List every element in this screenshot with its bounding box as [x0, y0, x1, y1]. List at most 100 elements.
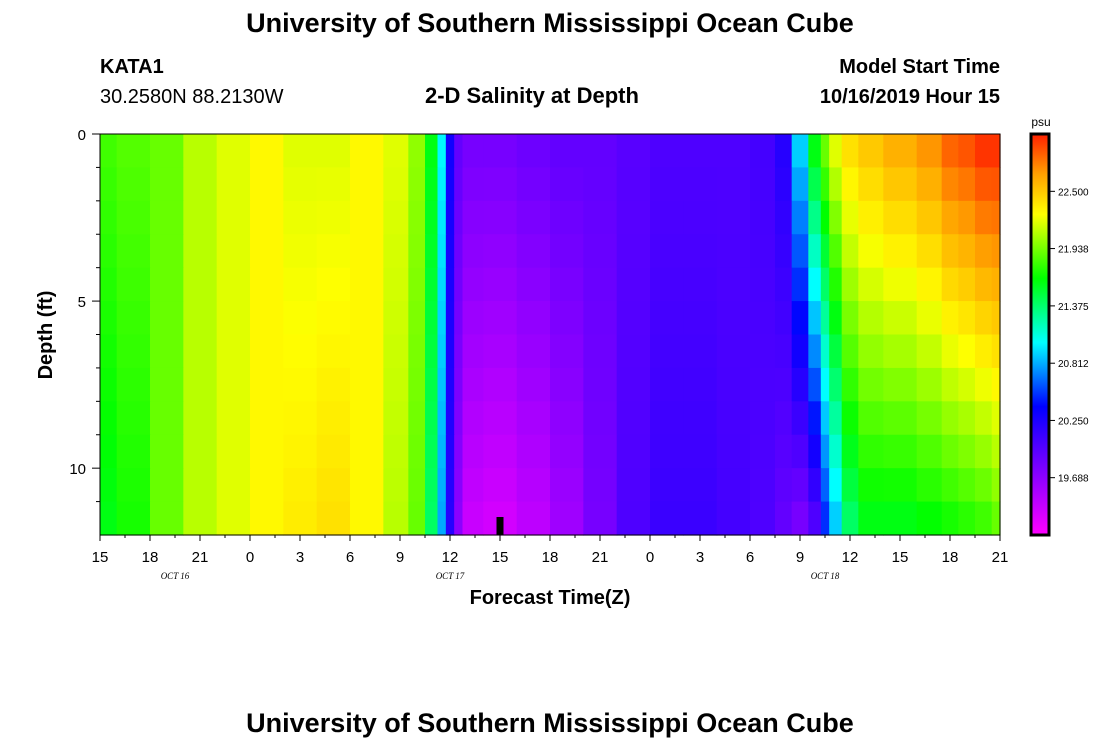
colorbar-ticks: 22.500 21.938 21.375 20.812 20.250 19.688 — [1049, 187, 1089, 485]
heatmap-cell — [216, 234, 251, 269]
heatmap-cell — [829, 167, 843, 202]
heatmap-cell — [820, 134, 830, 169]
heatmap-cell — [116, 501, 151, 536]
heatmap-cell — [883, 401, 918, 436]
heatmap-cell — [454, 401, 464, 436]
heatmap-cell — [445, 301, 455, 336]
heatmap-cell — [454, 334, 464, 369]
heatmap-cell — [350, 334, 384, 369]
heatmap-cell — [462, 167, 484, 202]
heatmap-cell — [683, 267, 718, 302]
heatmap-cell — [454, 134, 464, 169]
heatmap-cell — [183, 134, 218, 169]
heatmap-cell — [383, 267, 409, 302]
heatmap-cell — [841, 367, 859, 402]
heatmap-cell — [683, 334, 718, 369]
heatmap-cell — [583, 267, 618, 302]
heatmap-cell — [483, 468, 518, 503]
heatmap-cell — [808, 367, 822, 402]
heatmap-cell — [283, 434, 318, 469]
heatmap-cell — [454, 367, 464, 402]
heatmap-cell — [183, 401, 218, 436]
heatmap-cell — [350, 468, 384, 503]
heatmap-cell — [991, 134, 1001, 169]
heatmap-cell — [100, 501, 118, 536]
heatmap-cell — [991, 200, 1001, 235]
x-tick-label: 0 — [246, 549, 254, 566]
heatmap-cell — [425, 301, 439, 336]
heatmap-cell — [383, 134, 409, 169]
heatmap-cell — [183, 468, 218, 503]
heatmap-cell — [116, 301, 151, 336]
heatmap-cell — [150, 134, 184, 169]
x-tick-label: 15 — [492, 549, 509, 566]
heatmap-cell — [316, 468, 351, 503]
heatmap-cell — [316, 367, 351, 402]
heatmap-cell — [316, 401, 351, 436]
heatmap-cell — [283, 267, 318, 302]
heatmap-cell — [841, 401, 859, 436]
heatmap-cell — [425, 401, 439, 436]
heatmap-cell — [829, 367, 843, 402]
heatmap-cell — [941, 267, 959, 302]
heatmap-cell — [425, 267, 439, 302]
heatmap-cell — [683, 301, 718, 336]
heatmap-cell — [941, 301, 959, 336]
heatmap-cell — [616, 200, 651, 235]
heatmap-cell — [550, 167, 584, 202]
model-start-label: Model Start Time — [839, 56, 1000, 78]
heatmap-cell — [841, 334, 859, 369]
heatmap-cell — [283, 167, 318, 202]
footer-title: University of Southern Mississippi Ocean… — [246, 708, 854, 738]
heatmap-cell — [750, 267, 776, 302]
heatmap-cell — [716, 200, 751, 235]
heatmap-cell — [425, 367, 439, 402]
heatmap-cell — [883, 501, 918, 536]
heatmap-cell — [916, 468, 943, 503]
heatmap-cell — [716, 134, 751, 169]
heatmap-cell — [829, 401, 843, 436]
date-label: OCT 16 — [161, 571, 190, 581]
heatmap-cell — [150, 234, 184, 269]
heatmap-cell — [858, 501, 884, 536]
heatmap-cell — [100, 167, 118, 202]
heatmap-cell — [483, 200, 518, 235]
heatmap-cell — [383, 301, 409, 336]
heatmap-cell — [858, 167, 884, 202]
heatmap-cell — [183, 501, 218, 536]
heatmap-cell — [283, 200, 318, 235]
heatmap-cell — [775, 367, 793, 402]
heatmap-cell — [808, 301, 822, 336]
heatmap-cell — [808, 234, 822, 269]
heatmap-cell — [975, 468, 993, 503]
heatmap-cell — [483, 367, 518, 402]
heatmap-cell — [941, 234, 959, 269]
y-tick-label: 5 — [78, 294, 86, 311]
heatmap-cell — [841, 234, 859, 269]
heatmap-cell — [716, 301, 751, 336]
heatmap-cell — [958, 401, 976, 436]
heatmap-cell — [975, 434, 993, 469]
heatmap-cell — [808, 501, 822, 536]
heatmap-cell — [116, 401, 151, 436]
heatmap-cell — [916, 501, 943, 536]
heatmap-cell — [883, 334, 918, 369]
heatmap-cell — [408, 267, 426, 302]
heatmap-cell — [550, 401, 584, 436]
heatmap-cell — [916, 401, 943, 436]
y-tick-label: 0 — [78, 127, 86, 144]
heatmap-cell — [858, 134, 884, 169]
heatmap-cell — [883, 468, 918, 503]
heatmap-cell — [150, 167, 184, 202]
heatmap-cell — [408, 200, 426, 235]
colorbar-tick-label: 20.812 — [1058, 359, 1089, 370]
heatmap-cell — [445, 367, 455, 402]
heatmap-cell — [454, 267, 464, 302]
heatmap-cell — [183, 267, 218, 302]
heatmap-cell — [650, 501, 684, 536]
x-tick-label: 18 — [942, 549, 959, 566]
heatmap-cell — [250, 401, 284, 436]
heatmap-cell — [650, 468, 684, 503]
heatmap-cell — [775, 401, 793, 436]
heatmap-cell — [975, 501, 993, 536]
